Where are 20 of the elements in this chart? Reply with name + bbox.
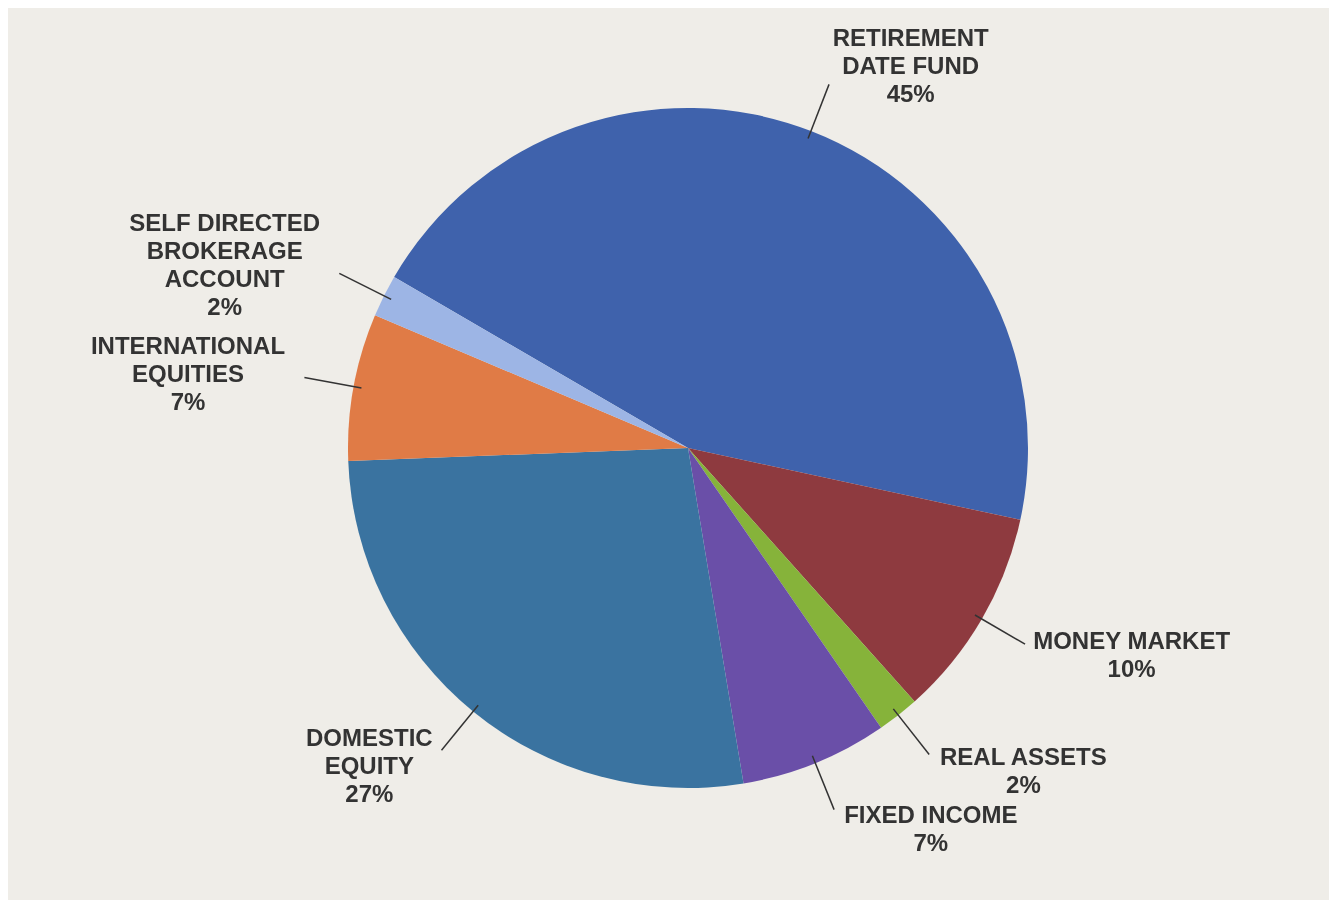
pie-slice (688, 448, 1021, 702)
slice-label: RETIREMENT DATE FUND (832, 24, 990, 80)
data-label: 7% (913, 828, 949, 856)
data-label: 45% (886, 80, 935, 108)
slice-label: SELF DIRECTED BROKERAGE ACCOUNT (129, 208, 321, 292)
data-label: 10% (1107, 654, 1156, 682)
slice-label: MONEY MARKET (1033, 626, 1231, 654)
pie-slice (375, 276, 688, 448)
slice-label: INTERNATIONAL EQUITIES (90, 332, 286, 388)
pie-slice (688, 448, 915, 728)
data-label: 2% (207, 292, 243, 320)
data-label: 7% (170, 388, 206, 416)
slice-label: FIXED INCOME (844, 800, 1018, 828)
slice-label: DOMESTIC EQUITY (306, 724, 433, 780)
pie-slice (348, 315, 688, 462)
slice-label: REAL ASSETS (940, 742, 1107, 770)
pie-slice (688, 448, 882, 784)
data-label: 27% (345, 780, 394, 808)
data-label: 2% (1006, 770, 1041, 798)
pie-slice (394, 108, 1028, 520)
